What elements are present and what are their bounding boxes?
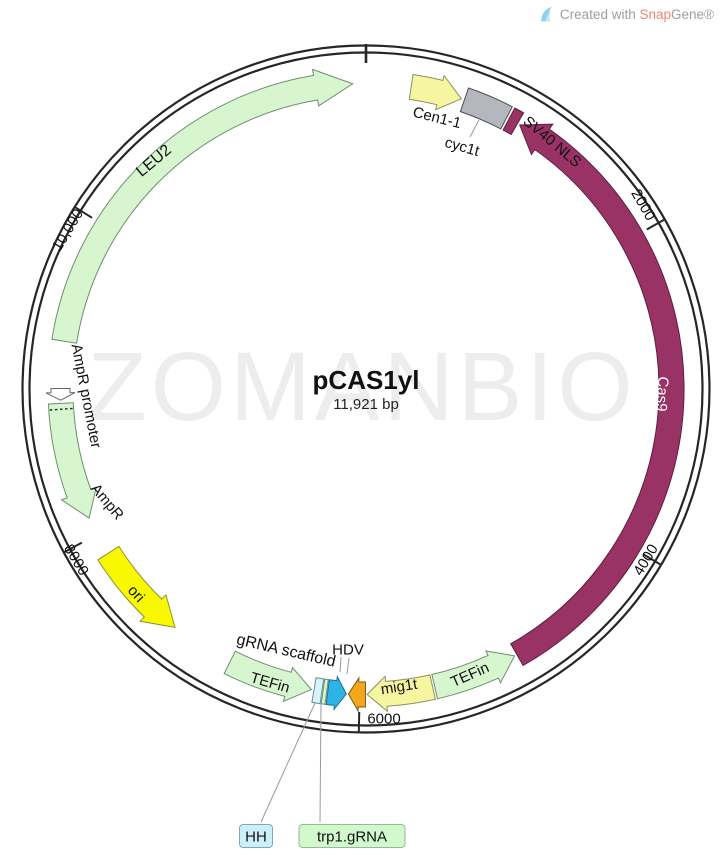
leader-lines xyxy=(260,119,480,823)
tick-8000 xyxy=(62,541,83,554)
leader-line-0 xyxy=(469,119,480,138)
callout-labels: HH trp1.gRNA xyxy=(239,824,406,848)
feature-leu2[interactable] xyxy=(51,68,354,344)
feature-cas9[interactable] xyxy=(510,123,685,667)
tick-4000 xyxy=(642,553,662,567)
feature-ori[interactable] xyxy=(97,545,176,629)
feature-sv40-nls[interactable] xyxy=(502,107,525,136)
feature-arrows xyxy=(45,68,685,713)
label-hdv: HDV xyxy=(332,642,364,659)
callout-text-hh: HH xyxy=(245,829,267,846)
feature-tefin-left[interactable] xyxy=(223,650,313,703)
brand-gene: Gene® xyxy=(671,7,714,22)
feature-cen1-1[interactable] xyxy=(408,73,463,111)
tick-10-000 xyxy=(73,205,93,219)
feature-mig1t[interactable] xyxy=(366,674,436,713)
credit-text: Created with SnapGene® xyxy=(559,7,714,22)
feature-ampr-promoter[interactable] xyxy=(45,388,76,401)
snapgene-credit: Created with SnapGene® xyxy=(539,6,714,23)
snapgene-logo-icon xyxy=(541,6,552,22)
feature-grna-scaffold[interactable] xyxy=(325,674,347,712)
feature-trp1-grna[interactable] xyxy=(320,678,329,705)
ampr-signal-boundary xyxy=(49,407,73,411)
callout-box-hh[interactable] xyxy=(239,824,273,848)
callout-trp1-grna[interactable]: trp1.gRNA xyxy=(298,824,406,848)
callout-text-trp1-grna: trp1.gRNA xyxy=(317,829,387,846)
tick-2000 xyxy=(646,218,666,231)
watermark: ZOMANBIO xyxy=(87,331,637,441)
callout-hh[interactable]: HH xyxy=(239,824,273,848)
feature-ampr[interactable] xyxy=(47,402,97,519)
callout-box-trp1-grna[interactable] xyxy=(298,824,406,848)
feature-hdv[interactable] xyxy=(347,676,367,713)
leader-line-3 xyxy=(260,702,316,823)
plasmid-name: pCAS1yl xyxy=(313,365,420,395)
label-mig1t: mig1t xyxy=(380,676,420,699)
label-cyc1t: cyc1t xyxy=(443,134,482,160)
plasmid-size: 11,921 bp xyxy=(333,396,399,413)
brand-snap: Snap xyxy=(639,7,672,22)
feature-hh[interactable] xyxy=(311,677,325,705)
tick-label-6000: 6000 xyxy=(367,711,400,728)
feature-cyc1t[interactable] xyxy=(459,87,513,130)
leader-line-1 xyxy=(339,656,342,673)
tick-label-8000: 8000 xyxy=(60,541,92,578)
label-cas9: Cas9 xyxy=(653,376,672,412)
leader-line-4 xyxy=(319,702,322,823)
feature-tefin-right[interactable] xyxy=(431,650,516,700)
leader-line-2 xyxy=(346,657,350,675)
